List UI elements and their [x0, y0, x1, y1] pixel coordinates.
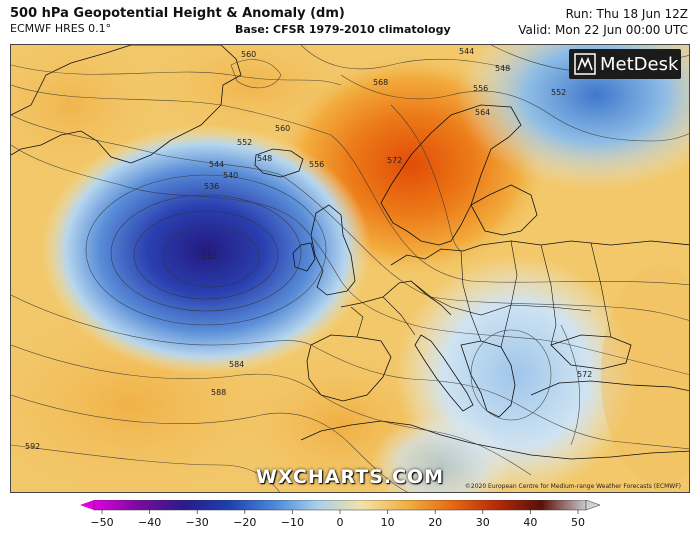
- colorbar-ticks: −50 −40 −30 −20 −10 0 10 20 30 40 50: [90, 510, 585, 529]
- contour-label: 540: [223, 171, 238, 180]
- colorbar-tick-label: −50: [90, 516, 113, 529]
- contour-label: 564: [475, 108, 490, 117]
- colorbar-svg: −50 −40 −30 −20 −10 0 10 20 30 40 50: [80, 499, 601, 529]
- colorbar-tick-label: 10: [381, 516, 395, 529]
- colorbar-right-arrow: [585, 499, 601, 511]
- contour-label: 544: [209, 160, 224, 169]
- colorbar-tick-label: 30: [476, 516, 490, 529]
- colorbar-tick-label: −30: [186, 516, 209, 529]
- colorbar-tick-label: −20: [233, 516, 256, 529]
- wxcharts-watermark: WXCHARTS.COM: [256, 466, 445, 488]
- contour-label: 584: [229, 360, 244, 369]
- map-panel: 560 544 548 552 556 564 568 572 552 544 …: [10, 44, 690, 493]
- metdesk-logo-text: MetDesk: [600, 53, 679, 75]
- anomaly-map: 560 544 548 552 556 564 568 572 552 544 …: [11, 45, 689, 492]
- contour-label: 560: [275, 124, 290, 133]
- valid-label: Valid: Mon 22 Jun 00:00 UTC: [518, 23, 688, 37]
- metdesk-logo: MetDesk: [569, 49, 681, 79]
- colorbar-tick-label: 0: [337, 516, 344, 529]
- contour-label: 552: [237, 138, 252, 147]
- contour-label: 552: [551, 88, 566, 97]
- colorbar-tick-label: −40: [138, 516, 161, 529]
- metdesk-logo-icon: [574, 53, 596, 75]
- contour-label: 544: [459, 47, 474, 56]
- contour-label: 560: [241, 50, 256, 59]
- contour-label: 556: [309, 160, 324, 169]
- contour-label: 548: [495, 64, 510, 73]
- colorbar-tick-label: 40: [523, 516, 537, 529]
- colorbar-tick-label: 20: [428, 516, 442, 529]
- contour-labels: 560 544 548 552 556 564 568 572 552 544 …: [25, 47, 592, 451]
- contour-label: 556: [473, 84, 488, 93]
- colorbar-ramp: [93, 499, 587, 511]
- contour-label: 588: [211, 388, 226, 397]
- header: 500 hPa Geopotential Height & Anomaly (d…: [0, 0, 700, 44]
- colorbar-tick-label: −10: [281, 516, 304, 529]
- contour-label: 572: [387, 156, 402, 165]
- model-label: ECMWF HRES 0.1°: [10, 22, 112, 35]
- colorbar-tick-label: 50: [571, 516, 585, 529]
- contour-label: 572: [577, 370, 592, 379]
- base-label: Base: CFSR 1979-2010 climatology: [235, 23, 451, 36]
- colorbar-left-arrow: [80, 500, 94, 510]
- colorbar: −50 −40 −30 −20 −10 0 10 20 30 40 50: [80, 499, 601, 534]
- contour-label: 532: [201, 252, 216, 261]
- run-label: Run: Thu 18 Jun 12Z: [565, 7, 688, 21]
- contour-label: 548: [257, 154, 272, 163]
- copyright-notice: ©2020 European Centre for Medium-range W…: [464, 483, 681, 490]
- height-contours: [11, 45, 689, 492]
- contour-label: 568: [373, 78, 388, 87]
- contour-label: 536: [204, 182, 219, 191]
- contour-label: 592: [25, 442, 40, 451]
- chart-title: 500 hPa Geopotential Height & Anomaly (d…: [10, 6, 345, 21]
